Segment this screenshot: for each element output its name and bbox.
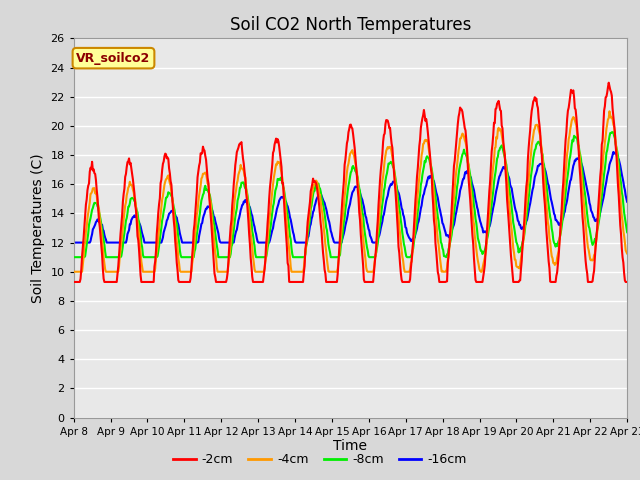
Title: Soil CO2 North Temperatures: Soil CO2 North Temperatures xyxy=(230,16,471,34)
X-axis label: Time: Time xyxy=(333,439,367,454)
Legend: -2cm, -4cm, -8cm, -16cm: -2cm, -4cm, -8cm, -16cm xyxy=(168,448,472,471)
Y-axis label: Soil Temperatures (C): Soil Temperatures (C) xyxy=(31,153,45,303)
Text: VR_soilco2: VR_soilco2 xyxy=(76,52,150,65)
